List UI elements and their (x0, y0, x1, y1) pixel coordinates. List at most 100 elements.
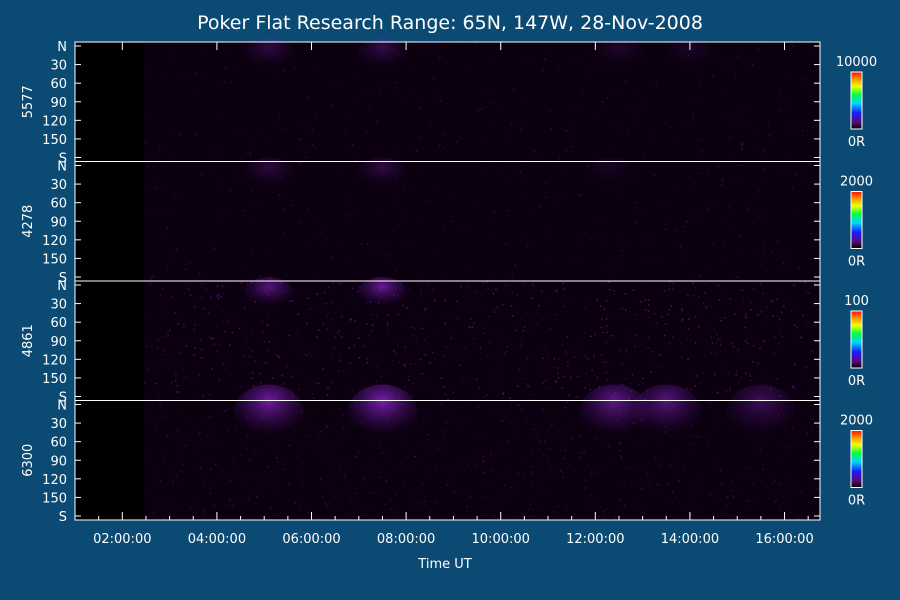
noise-pixel (646, 238, 648, 240)
noise-pixel (255, 205, 257, 207)
noise-pixel (416, 340, 418, 342)
colorbar (850, 71, 863, 130)
noise-pixel (516, 293, 518, 296)
noise-pixel (546, 237, 547, 238)
noise-pixel (485, 432, 487, 434)
noise-pixel (281, 513, 283, 515)
noise-pixel (271, 377, 274, 379)
noise-pixel (741, 164, 743, 167)
noise-pixel (654, 460, 656, 462)
noise-pixel (774, 495, 776, 497)
noise-pixel (175, 373, 177, 375)
no-data-region (75, 42, 144, 162)
noise-pixel (178, 450, 181, 453)
noise-pixel (602, 443, 604, 446)
noise-pixel (802, 336, 804, 338)
noise-pixel (340, 241, 341, 242)
noise-pixel (450, 337, 452, 340)
noise-pixel (489, 341, 491, 344)
noise-pixel (402, 186, 405, 189)
noise-pixel (246, 337, 248, 340)
noise-pixel (463, 224, 466, 226)
noise-pixel (344, 476, 347, 478)
noise-pixel (695, 511, 697, 513)
noise-pixel (553, 366, 555, 369)
noise-pixel (501, 402, 503, 404)
noise-pixel (550, 128, 552, 130)
noise-pixel (557, 358, 560, 360)
noise-pixel (382, 247, 384, 249)
noise-pixel (182, 337, 185, 339)
noise-pixel (268, 142, 270, 144)
noise-pixel (630, 482, 633, 484)
noise-pixel (648, 484, 651, 486)
noise-pixel (223, 321, 224, 322)
aurora-event (594, 38, 644, 70)
noise-pixel (757, 144, 760, 146)
noise-pixel (418, 500, 420, 502)
noise-pixel (412, 44, 414, 46)
noise-pixel (476, 378, 478, 380)
noise-pixel (353, 304, 355, 307)
noise-pixel (699, 381, 701, 384)
noise-pixel (420, 416, 422, 418)
no-data-region (75, 400, 144, 520)
noise-pixel (604, 283, 606, 285)
noise-pixel (634, 92, 636, 94)
noise-pixel (593, 356, 595, 358)
noise-pixel (431, 290, 434, 293)
noise-pixel (648, 304, 650, 306)
noise-pixel (622, 125, 623, 126)
noise-pixel (521, 340, 523, 342)
noise-pixel (328, 286, 331, 289)
noise-pixel (760, 177, 763, 179)
noise-pixel (783, 495, 785, 497)
noise-pixel (687, 328, 690, 330)
noise-pixel (605, 468, 607, 470)
noise-pixel (533, 428, 535, 430)
colorbar-min-label: 0R (848, 135, 865, 150)
y-tick-label: 60 (50, 436, 67, 451)
noise-pixel (368, 456, 370, 458)
noise-pixel (603, 366, 606, 368)
noise-pixel (402, 304, 404, 307)
noise-pixel (428, 342, 430, 345)
noise-pixel (408, 289, 410, 291)
noise-pixel (508, 453, 510, 455)
noise-pixel (209, 393, 211, 395)
noise-pixel (535, 434, 538, 436)
noise-pixel (618, 265, 619, 266)
noise-pixel (404, 242, 407, 244)
noise-pixel (804, 78, 806, 81)
noise-pixel (585, 356, 588, 358)
noise-pixel (443, 354, 445, 356)
noise-pixel (465, 348, 467, 351)
noise-pixel (311, 129, 313, 131)
noise-pixel (810, 232, 812, 235)
noise-pixel (276, 479, 278, 481)
noise-pixel (737, 178, 740, 180)
noise-pixel (420, 293, 422, 296)
noise-pixel (757, 501, 758, 502)
noise-pixel (443, 146, 445, 148)
noise-pixel (375, 147, 377, 149)
noise-pixel (667, 313, 669, 316)
noise-pixel (700, 396, 703, 398)
noise-pixel (409, 467, 410, 468)
noise-pixel (327, 505, 329, 508)
noise-pixel (313, 397, 315, 400)
noise-pixel (436, 47, 438, 49)
noise-pixel (526, 357, 528, 360)
noise-pixel (153, 372, 156, 374)
noise-pixel (522, 330, 524, 332)
noise-pixel (408, 337, 411, 340)
noise-pixel (177, 439, 180, 442)
noise-pixel (492, 411, 494, 413)
noise-pixel (227, 209, 230, 211)
x-tick-label: 06:00:00 (282, 532, 340, 547)
noise-pixel (742, 298, 744, 300)
noise-pixel (764, 340, 766, 342)
noise-pixel (309, 308, 311, 310)
noise-pixel (528, 386, 530, 388)
panel-ylabel: 4861 (21, 324, 36, 357)
